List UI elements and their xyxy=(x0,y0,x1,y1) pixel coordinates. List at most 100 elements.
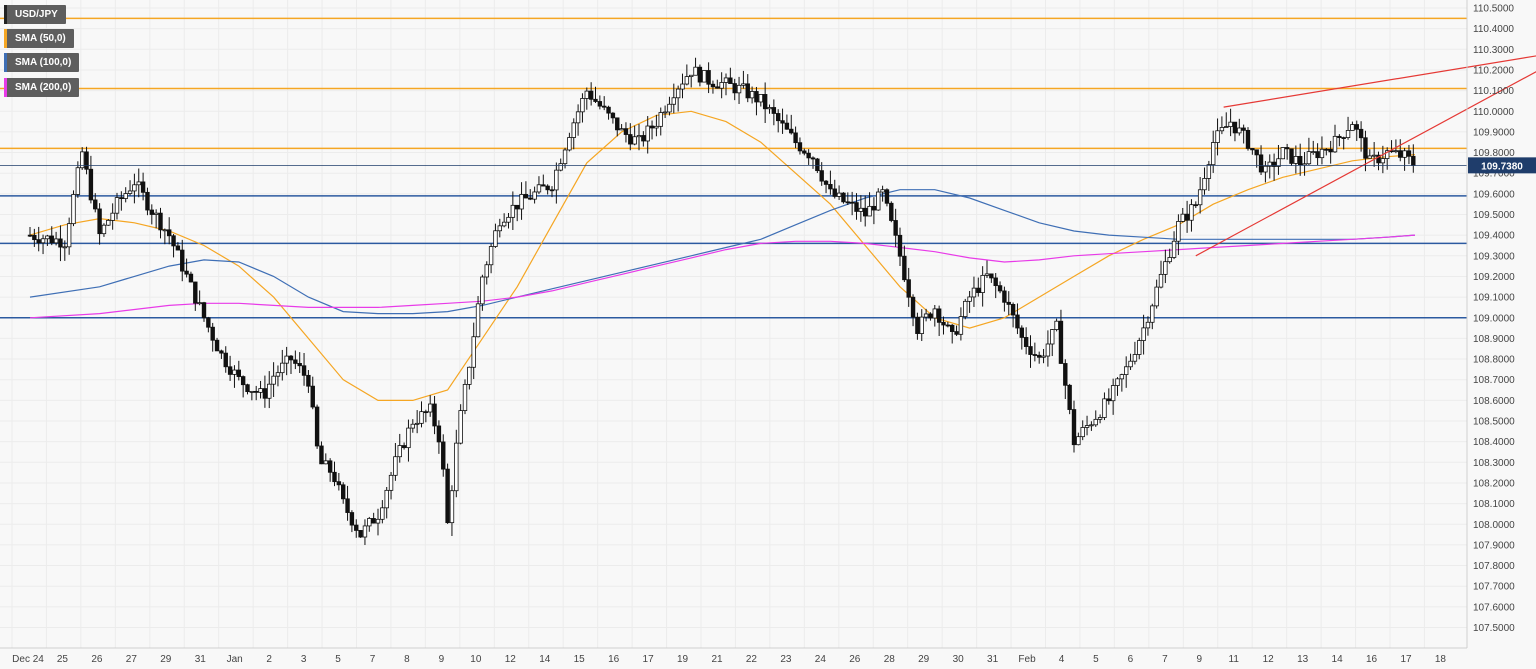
candle-body-up xyxy=(280,362,285,374)
candle-body-down xyxy=(297,363,302,367)
y-tick-label: 110.4000 xyxy=(1473,24,1514,35)
candle-body-down xyxy=(1315,151,1320,159)
x-tick-label: 25 xyxy=(57,654,69,665)
candle-body-up xyxy=(1097,417,1103,420)
candle-body-down xyxy=(171,235,176,247)
candle-body-down xyxy=(1037,354,1042,358)
candle-body-up xyxy=(1228,121,1233,128)
candle-body-up xyxy=(323,460,328,465)
candle-body-up xyxy=(197,302,202,305)
candle-body-down xyxy=(88,168,94,201)
candle-body-up xyxy=(267,383,272,399)
candle-body-down xyxy=(854,202,859,212)
candle-body-up xyxy=(1054,320,1059,330)
candle-body-up xyxy=(375,518,381,524)
legend-item-symbol[interactable]: USD/JPY xyxy=(4,5,66,24)
candle-body-down xyxy=(84,151,89,170)
candle-body-down xyxy=(1184,213,1190,221)
candle-body-up xyxy=(1089,424,1094,427)
x-tick-label: 3 xyxy=(301,654,307,665)
candle-body-down xyxy=(902,255,907,281)
x-tick-label: 12 xyxy=(1263,654,1275,665)
legend-swatch-sma50 xyxy=(4,29,7,48)
candle-body-down xyxy=(423,411,429,414)
candle-body-up xyxy=(449,490,455,524)
candle-body-down xyxy=(223,352,228,368)
y-tick-label: 107.6000 xyxy=(1473,602,1515,613)
candle-body-down xyxy=(1406,150,1412,157)
candle-body-up xyxy=(702,70,707,83)
y-tick-label: 108.9000 xyxy=(1473,334,1515,345)
candle-body-down xyxy=(1354,124,1359,130)
candle-body-down xyxy=(97,208,102,235)
candle-body-up xyxy=(414,422,420,425)
y-tick-label: 107.5000 xyxy=(1473,623,1515,634)
x-tick-label: 7 xyxy=(1162,654,1168,665)
candle-body-up xyxy=(1137,340,1142,355)
candle-body-down xyxy=(140,181,146,193)
legend-item-sma50[interactable]: SMA (50,0) xyxy=(4,29,74,48)
candle-body-down xyxy=(354,524,359,531)
candle-body-down xyxy=(149,209,154,215)
y-tick-label: 107.9000 xyxy=(1473,540,1515,551)
candle-body-down xyxy=(1324,148,1329,151)
candle-body-up xyxy=(1215,130,1220,143)
legend-item-sma200[interactable]: SMA (200,0) xyxy=(4,78,80,97)
candle-body-up xyxy=(689,74,694,78)
candle-body-down xyxy=(319,445,324,465)
candle-body-up xyxy=(1045,343,1051,357)
candle-body-up xyxy=(967,296,972,302)
candle-body-down xyxy=(845,201,850,204)
candle-body-up xyxy=(1080,427,1085,438)
candle-body-up xyxy=(1132,354,1138,362)
candle-body-up xyxy=(1306,151,1312,165)
candle-body-up xyxy=(162,229,168,232)
candle-body-down xyxy=(823,180,829,185)
candle-body-up xyxy=(684,76,690,85)
candle-body-down xyxy=(253,390,259,393)
candle-body-up xyxy=(519,194,524,210)
y-tick-label: 109.2000 xyxy=(1473,272,1515,283)
candle-body-down xyxy=(1376,154,1381,164)
candle-body-up xyxy=(1102,398,1107,418)
candle-body-up xyxy=(675,88,681,99)
y-tick-label: 108.4000 xyxy=(1473,437,1515,448)
x-tick-label: 4 xyxy=(1059,654,1065,665)
candle-body-up xyxy=(662,111,668,114)
candle-body-down xyxy=(36,239,41,244)
candle-body-up xyxy=(1163,261,1168,275)
x-tick-label: 9 xyxy=(439,654,445,665)
candle-body-down xyxy=(1032,354,1038,356)
candle-body-up xyxy=(680,83,685,90)
candle-body-down xyxy=(1023,337,1029,347)
candle-body-up xyxy=(1041,355,1046,358)
candle-body-up xyxy=(1076,436,1081,446)
candle-body-up xyxy=(53,238,59,244)
candle-body-up xyxy=(963,300,968,318)
trendline[interactable] xyxy=(1195,43,1536,257)
y-tick-label: 108.8000 xyxy=(1473,355,1515,366)
y-tick-label: 109.0000 xyxy=(1473,313,1515,324)
candle-body-up xyxy=(1158,273,1164,288)
candle-body-down xyxy=(1232,121,1238,134)
trendline[interactable] xyxy=(1223,47,1536,108)
candle-body-down xyxy=(523,194,529,199)
candle-body-down xyxy=(1289,148,1294,164)
candle-body-up xyxy=(1311,151,1316,154)
x-tick-label: 15 xyxy=(574,654,586,665)
candle-body-up xyxy=(153,212,159,215)
candle-body-down xyxy=(214,339,220,352)
candle-body-up xyxy=(532,191,537,200)
x-tick-label: 11 xyxy=(1229,654,1240,665)
x-tick-label: 19 xyxy=(677,654,689,665)
candle-body-down xyxy=(58,238,63,248)
candle-body-down xyxy=(789,128,794,134)
candle-body-down xyxy=(610,112,616,119)
candle-body-down xyxy=(815,158,820,172)
x-tick-label: 12 xyxy=(505,654,517,665)
legend-item-sma100[interactable]: SMA (100,0) xyxy=(4,53,80,72)
x-tick-label: 21 xyxy=(711,654,723,665)
candle-body-up xyxy=(658,112,663,127)
x-tick-label: 28 xyxy=(884,654,896,665)
